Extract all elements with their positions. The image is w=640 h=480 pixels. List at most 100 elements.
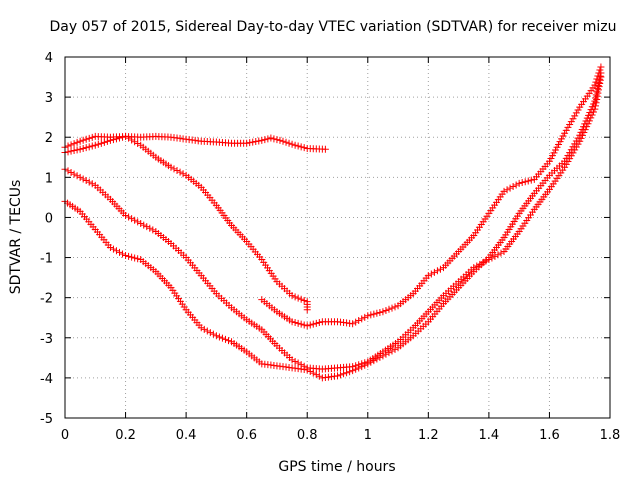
data-point	[212, 332, 220, 340]
data-point	[309, 320, 317, 328]
data-point	[246, 139, 254, 147]
data-point	[585, 111, 593, 119]
data-point	[125, 134, 133, 142]
data-point	[379, 308, 387, 316]
y-tick-label: -1	[40, 252, 53, 267]
data-point	[569, 115, 577, 123]
data-point	[424, 272, 432, 280]
y-tick-label: 2	[45, 131, 53, 146]
data-point	[279, 137, 287, 145]
data-point	[140, 221, 148, 229]
data-point	[291, 357, 299, 365]
data-point	[578, 126, 586, 134]
x-tick-label: 0.6	[236, 428, 257, 443]
data-point	[334, 372, 341, 380]
data-point	[112, 247, 120, 255]
data-point	[562, 160, 570, 168]
plot-frame	[64, 56, 611, 419]
x-tick-label: 0.2	[115, 428, 136, 443]
data-point	[361, 361, 369, 369]
data-point	[297, 143, 305, 151]
data-point	[288, 292, 296, 300]
x-tick-label: 0.4	[176, 428, 197, 443]
data-point	[209, 330, 217, 338]
data-point	[591, 97, 599, 105]
data-point	[593, 75, 601, 83]
data-point	[252, 138, 260, 146]
data-point	[564, 151, 572, 159]
data-point	[170, 165, 178, 173]
data-point	[597, 63, 605, 71]
data-point	[215, 333, 223, 341]
data-point	[225, 337, 232, 345]
data-point	[285, 139, 293, 147]
data-point	[427, 270, 435, 278]
series-track-3	[61, 73, 605, 373]
data-point	[203, 327, 211, 335]
data-point	[67, 169, 75, 177]
data-point	[306, 367, 314, 375]
y-tick-label: -2	[40, 292, 53, 307]
x-tick-label: 1.8	[600, 428, 621, 443]
data-point	[300, 296, 308, 304]
data-point	[106, 244, 114, 252]
data-point	[562, 154, 570, 162]
data-point	[561, 163, 569, 171]
data-point	[433, 267, 441, 275]
data-point	[340, 370, 348, 378]
data-point	[218, 334, 226, 342]
data-point	[79, 175, 87, 183]
data-point	[134, 218, 142, 226]
data-point	[134, 255, 142, 263]
data-point	[273, 136, 281, 144]
data-point	[67, 141, 75, 149]
data-point	[64, 167, 72, 175]
data-point	[391, 303, 399, 311]
data-point	[564, 123, 572, 131]
data-point	[131, 254, 139, 262]
data-point	[88, 180, 96, 188]
data-point	[303, 306, 311, 314]
data-point	[125, 213, 133, 221]
data-point	[294, 294, 302, 302]
data-point	[591, 81, 599, 89]
data-point	[288, 318, 296, 326]
data-point	[576, 131, 584, 139]
data-point	[376, 353, 384, 361]
data-point	[122, 252, 130, 260]
data-point	[500, 187, 508, 195]
grid-layer	[65, 57, 610, 418]
data-point	[524, 177, 532, 185]
data-point	[131, 138, 139, 146]
data-point	[303, 322, 311, 330]
data-point	[352, 318, 360, 326]
data-point	[580, 123, 588, 131]
data-point	[70, 170, 78, 178]
data-point	[249, 138, 257, 146]
data-point	[73, 138, 81, 146]
data-point	[355, 317, 363, 325]
data-point	[581, 120, 589, 128]
data-point	[109, 245, 117, 253]
data-point	[592, 91, 600, 99]
data-point	[119, 250, 127, 258]
data-point	[116, 248, 123, 256]
data-point	[264, 135, 272, 143]
data-point	[128, 253, 136, 261]
data-point	[309, 369, 317, 377]
data-point	[128, 215, 136, 223]
data-point	[382, 350, 390, 358]
y-tick-label: 1	[45, 171, 53, 186]
data-point	[243, 139, 251, 147]
x-tick-label: 1.4	[479, 428, 500, 443]
data-point	[70, 140, 78, 148]
data-point	[255, 137, 263, 145]
y-tick-label: 3	[45, 91, 53, 106]
data-point	[430, 268, 438, 276]
data-point	[562, 126, 570, 134]
data-point	[122, 211, 130, 219]
data-point	[358, 363, 366, 371]
data-point	[561, 129, 569, 137]
data-point	[82, 135, 90, 143]
